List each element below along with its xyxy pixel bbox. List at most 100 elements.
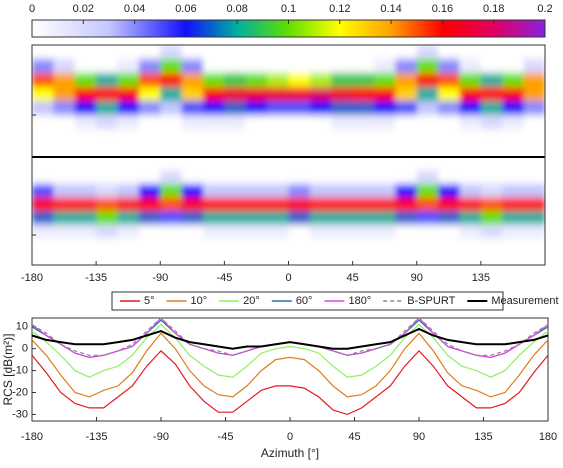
heat-cell — [138, 238, 161, 252]
heat-cell — [309, 251, 332, 265]
heat-cell — [96, 251, 118, 265]
heat-cell — [523, 101, 545, 116]
heat-cell — [53, 45, 76, 60]
heat-cell — [203, 59, 225, 74]
heat-cell — [224, 238, 247, 252]
heat-cell — [288, 87, 311, 102]
heat-cell — [138, 45, 161, 60]
heat-cell — [352, 45, 375, 60]
heat-cell — [374, 101, 396, 116]
heat-cell — [459, 224, 482, 239]
heat-cell — [203, 73, 225, 88]
heat-cell — [224, 211, 247, 225]
heat-cell — [53, 238, 76, 252]
legend-box — [111, 291, 504, 311]
heat-cell — [395, 73, 418, 88]
heat-cell — [395, 184, 418, 198]
heat-cell — [181, 224, 204, 239]
heat-cell — [331, 143, 354, 158]
y-tick-label: 10 — [16, 321, 28, 333]
heat-cell — [438, 87, 460, 102]
heat-cell — [267, 87, 289, 102]
heat-cell — [224, 184, 247, 198]
x-tick-label: -45 — [216, 272, 232, 284]
heat-cell — [203, 115, 225, 130]
heat-cell — [203, 129, 225, 144]
heat-cell — [395, 157, 418, 171]
heat-cell — [459, 87, 482, 102]
heat-cell — [395, 59, 418, 74]
heat-cell — [267, 197, 289, 212]
heat-cell — [395, 251, 418, 265]
heat-cell — [96, 45, 118, 60]
heat-cell — [203, 101, 225, 116]
heat-cell — [502, 59, 525, 74]
heat-cell — [395, 170, 418, 185]
x-tick-label: -135 — [85, 272, 107, 284]
heat-cell — [309, 157, 332, 171]
heat-cell — [181, 251, 204, 265]
heat-cell — [203, 157, 225, 171]
heat-cell — [352, 238, 375, 252]
heat-cell — [138, 129, 161, 144]
heat-cell — [288, 251, 311, 265]
heat-cell — [480, 45, 503, 60]
heat-cell — [480, 197, 503, 212]
heat-cell — [374, 87, 396, 102]
heat-cell — [523, 73, 545, 88]
heat-cell — [502, 197, 525, 212]
heat-cell — [181, 170, 204, 185]
heat-cell — [74, 251, 97, 265]
heat-cell — [224, 143, 247, 158]
heat-cell — [480, 115, 503, 130]
heat-cell — [416, 73, 439, 88]
heat-cell — [416, 143, 439, 158]
heat-cell — [374, 157, 396, 171]
heat-cell — [288, 170, 311, 185]
heat-cell — [395, 211, 418, 225]
heat-cell — [74, 129, 97, 144]
heat-cell — [438, 101, 460, 116]
heat-cell — [32, 184, 54, 198]
heat-cell — [74, 197, 97, 212]
heat-cell — [480, 184, 503, 198]
colorbar-tick-label: 0.16 — [432, 3, 453, 15]
heat-cell — [181, 101, 204, 116]
heat-cell — [309, 170, 332, 185]
heat-cell — [74, 143, 97, 158]
heat-cell — [224, 170, 247, 185]
heat-cell — [438, 45, 460, 60]
heat-cell — [395, 115, 418, 130]
heat-cell — [480, 211, 503, 225]
heat-cell — [352, 251, 375, 265]
colorbar-tick-label: 0.08 — [226, 3, 247, 15]
heat-cell — [331, 251, 354, 265]
heat-cell — [267, 224, 289, 239]
heat-cell — [309, 59, 332, 74]
heat-cell — [331, 73, 354, 88]
legend-label: B-SPURT — [407, 295, 455, 307]
heat-cell — [267, 59, 289, 74]
heat-cell — [459, 184, 482, 198]
heat-cell — [267, 157, 289, 171]
heat-cell — [117, 101, 140, 116]
x-tick-label: 135 — [472, 272, 490, 284]
heat-cell — [480, 170, 503, 185]
heat-cell — [267, 251, 289, 265]
heat-cell — [32, 73, 54, 88]
heat-cell — [160, 73, 183, 88]
heat-cell — [459, 170, 482, 185]
heat-cell — [459, 251, 482, 265]
legend-label: 180° — [348, 295, 371, 307]
heat-cell — [203, 143, 225, 158]
heat-cell — [267, 211, 289, 225]
x-axis-label: Azimuth [°] — [261, 446, 319, 460]
x-tick-label: -90 — [153, 431, 169, 443]
heat-cell — [160, 59, 183, 74]
colorbar-tick-label: 0 — [29, 3, 35, 15]
heat-cell — [438, 143, 460, 158]
heat-cell — [438, 197, 460, 212]
heat-cell — [245, 238, 268, 252]
heat-cell — [395, 87, 418, 102]
heat-cell — [374, 143, 396, 158]
